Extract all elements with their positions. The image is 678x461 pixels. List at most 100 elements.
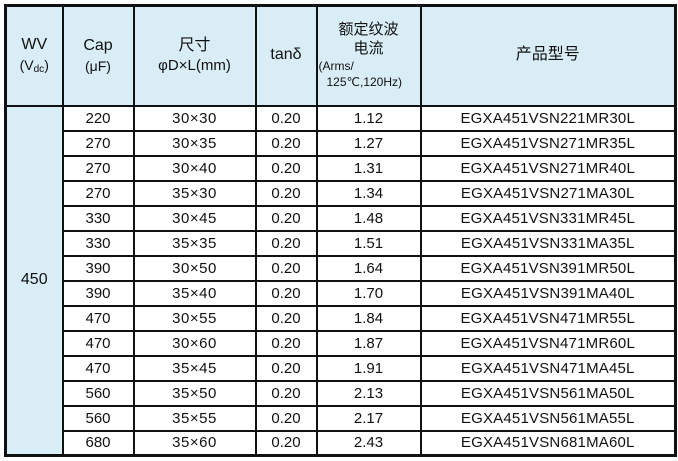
table-row: 470 35×45 0.20 1.91 EGXA451VSN471MA45L <box>6 354 677 382</box>
cap-cell: 680 <box>61 429 135 457</box>
size-cell: 35×40 <box>132 279 257 307</box>
model-cell: EGXA451VSN271MA30L <box>419 179 677 207</box>
header-size-line1: 尺寸 <box>178 36 211 54</box>
header-cap-line1: Cap <box>83 37 113 55</box>
size-cell: 30×45 <box>132 204 257 232</box>
ripple-cell: 2.17 <box>315 404 422 432</box>
size-cell: 35×55 <box>132 404 257 432</box>
size-cell: 35×45 <box>132 354 257 382</box>
model-cell: EGXA451VSN331MA35L <box>419 229 677 257</box>
tand-cell: 0.20 <box>254 154 318 182</box>
cap-cell: 390 <box>61 254 135 282</box>
header-ripple-line2: 电流 <box>353 40 384 58</box>
model-cell: EGXA451VSN391MR50L <box>419 254 677 282</box>
model-cell: EGXA451VSN271MR40L <box>419 154 677 182</box>
header-wv-line2: (Vdc) <box>19 57 49 76</box>
tand-cell: 0.20 <box>254 229 318 257</box>
model-cell: EGXA451VSN271MR35L <box>419 129 677 157</box>
tand-cell: 0.20 <box>254 404 318 432</box>
ripple-cell: 1.31 <box>315 154 422 182</box>
cap-cell: 270 <box>61 154 135 182</box>
ripple-cell: 1.27 <box>315 129 422 157</box>
header-wv: WV (Vdc) <box>4 4 64 107</box>
header-cap: Cap (μF) <box>61 4 135 107</box>
cap-cell: 330 <box>61 204 135 232</box>
header-ripple: 额定纹波 电流 (Arms/ 125℃,120Hz) <box>315 4 422 107</box>
tand-cell: 0.20 <box>254 129 318 157</box>
table-row: 270 30×40 0.20 1.31 EGXA451VSN271MR40L <box>6 154 677 182</box>
cap-cell: 270 <box>61 179 135 207</box>
model-cell: EGXA451VSN331MR45L <box>419 204 677 232</box>
tand-cell: 0.20 <box>254 254 318 282</box>
cap-cell: 560 <box>61 379 135 407</box>
size-cell: 30×60 <box>132 329 257 357</box>
tand-cell: 0.20 <box>254 279 318 307</box>
table-row: 270 30×35 0.20 1.27 EGXA451VSN271MR35L <box>6 129 677 157</box>
ripple-cell: 1.48 <box>315 204 422 232</box>
model-cell: EGXA451VSN561MA50L <box>419 379 677 407</box>
capacitor-spec-table: WV (Vdc) Cap (μF) 尺寸 φD×L(mm) tanδ 额定纹波 <box>4 4 677 457</box>
cap-cell: 330 <box>61 229 135 257</box>
cap-cell: 470 <box>61 304 135 332</box>
tand-cell: 0.20 <box>254 304 318 332</box>
header-model: 产品型号 <box>419 4 677 107</box>
size-cell: 35×50 <box>132 379 257 407</box>
cap-cell: 560 <box>61 404 135 432</box>
size-cell: 30×55 <box>132 304 257 332</box>
table-row: 450 220 30×30 0.20 1.12 EGXA451VSN221MR30L <box>4 104 677 457</box>
table-row: 390 35×40 0.20 1.70 EGXA451VSN391MA40L <box>6 279 677 307</box>
model-cell: EGXA451VSN221MR30L <box>419 104 677 132</box>
size-cell: 35×30 <box>132 179 257 207</box>
table-row: 270 35×30 0.20 1.34 EGXA451VSN271MA30L <box>6 179 677 207</box>
model-cell: EGXA451VSN561MA55L <box>419 404 677 432</box>
ripple-cell: 1.12 <box>315 104 422 132</box>
cap-cell: 220 <box>61 104 135 132</box>
ripple-cell: 2.13 <box>315 379 422 407</box>
table-row: 390 30×50 0.20 1.64 EGXA451VSN391MR50L <box>6 254 677 282</box>
model-cell: EGXA451VSN471MR55L <box>419 304 677 332</box>
ripple-cell: 1.87 <box>315 329 422 357</box>
ripple-cell: 1.34 <box>315 179 422 207</box>
tand-cell: 0.20 <box>254 379 318 407</box>
model-cell: EGXA451VSN471MA45L <box>419 354 677 382</box>
tand-cell: 0.20 <box>254 104 318 132</box>
cap-cell: 270 <box>61 129 135 157</box>
size-cell: 35×60 <box>132 429 257 457</box>
header-size-line2: φD×L(mm) <box>158 57 231 75</box>
table-row: 470 30×55 0.20 1.84 EGXA451VSN471MR55L <box>6 304 677 332</box>
header-ripple-line3: (Arms/ <box>318 58 354 73</box>
model-cell: EGXA451VSN391MA40L <box>419 279 677 307</box>
header-size: 尺寸 φD×L(mm) <box>132 4 257 107</box>
cap-cell: 470 <box>61 329 135 357</box>
ripple-cell: 2.43 <box>315 429 422 457</box>
header-cap-line2: (μF) <box>85 58 111 75</box>
header-ripple-block: 额定纹波 电流 (Arms/ 125℃,120Hz) <box>318 21 420 90</box>
tand-cell: 0.20 <box>254 354 318 382</box>
tand-cell: 0.20 <box>254 429 318 457</box>
header-tand-label: tanδ <box>270 46 302 64</box>
header-wv-line1: WV <box>21 36 48 54</box>
model-cell: EGXA451VSN681MA60L <box>419 429 677 457</box>
tand-cell: 0.20 <box>254 179 318 207</box>
tand-cell: 0.20 <box>254 204 318 232</box>
ripple-cell: 1.51 <box>315 229 422 257</box>
table-row: 470 30×60 0.20 1.87 EGXA451VSN471MR60L <box>6 329 677 357</box>
table-row: 560 35×55 0.20 2.17 EGXA451VSN561MA55L <box>6 404 677 432</box>
size-cell: 30×35 <box>132 129 257 157</box>
model-cell: EGXA451VSN471MR60L <box>419 329 677 357</box>
size-cell: 30×30 <box>132 104 257 132</box>
header-row: WV (Vdc) Cap (μF) 尺寸 φD×L(mm) tanδ 额定纹波 <box>4 4 677 107</box>
header-tand: tanδ <box>254 4 318 107</box>
tand-cell: 0.20 <box>254 329 318 357</box>
ripple-cell: 1.91 <box>315 354 422 382</box>
table-row: 330 35×35 0.20 1.51 EGXA451VSN331MA35L <box>6 229 677 257</box>
table-row: 330 30×45 0.20 1.48 EGXA451VSN331MR45L <box>6 204 677 232</box>
header-ripple-line1: 额定纹波 <box>338 21 399 39</box>
table-row: 680 35×60 0.20 2.43 EGXA451VSN681MA60L <box>6 429 677 457</box>
cap-cell: 390 <box>61 279 135 307</box>
table-row: 560 35×50 0.20 2.13 EGXA451VSN561MA50L <box>6 379 677 407</box>
size-cell: 30×50 <box>132 254 257 282</box>
table-body: 450 220 30×30 0.20 1.12 EGXA451VSN221MR30L 270… <box>4 104 677 457</box>
ripple-cell: 1.70 <box>315 279 422 307</box>
